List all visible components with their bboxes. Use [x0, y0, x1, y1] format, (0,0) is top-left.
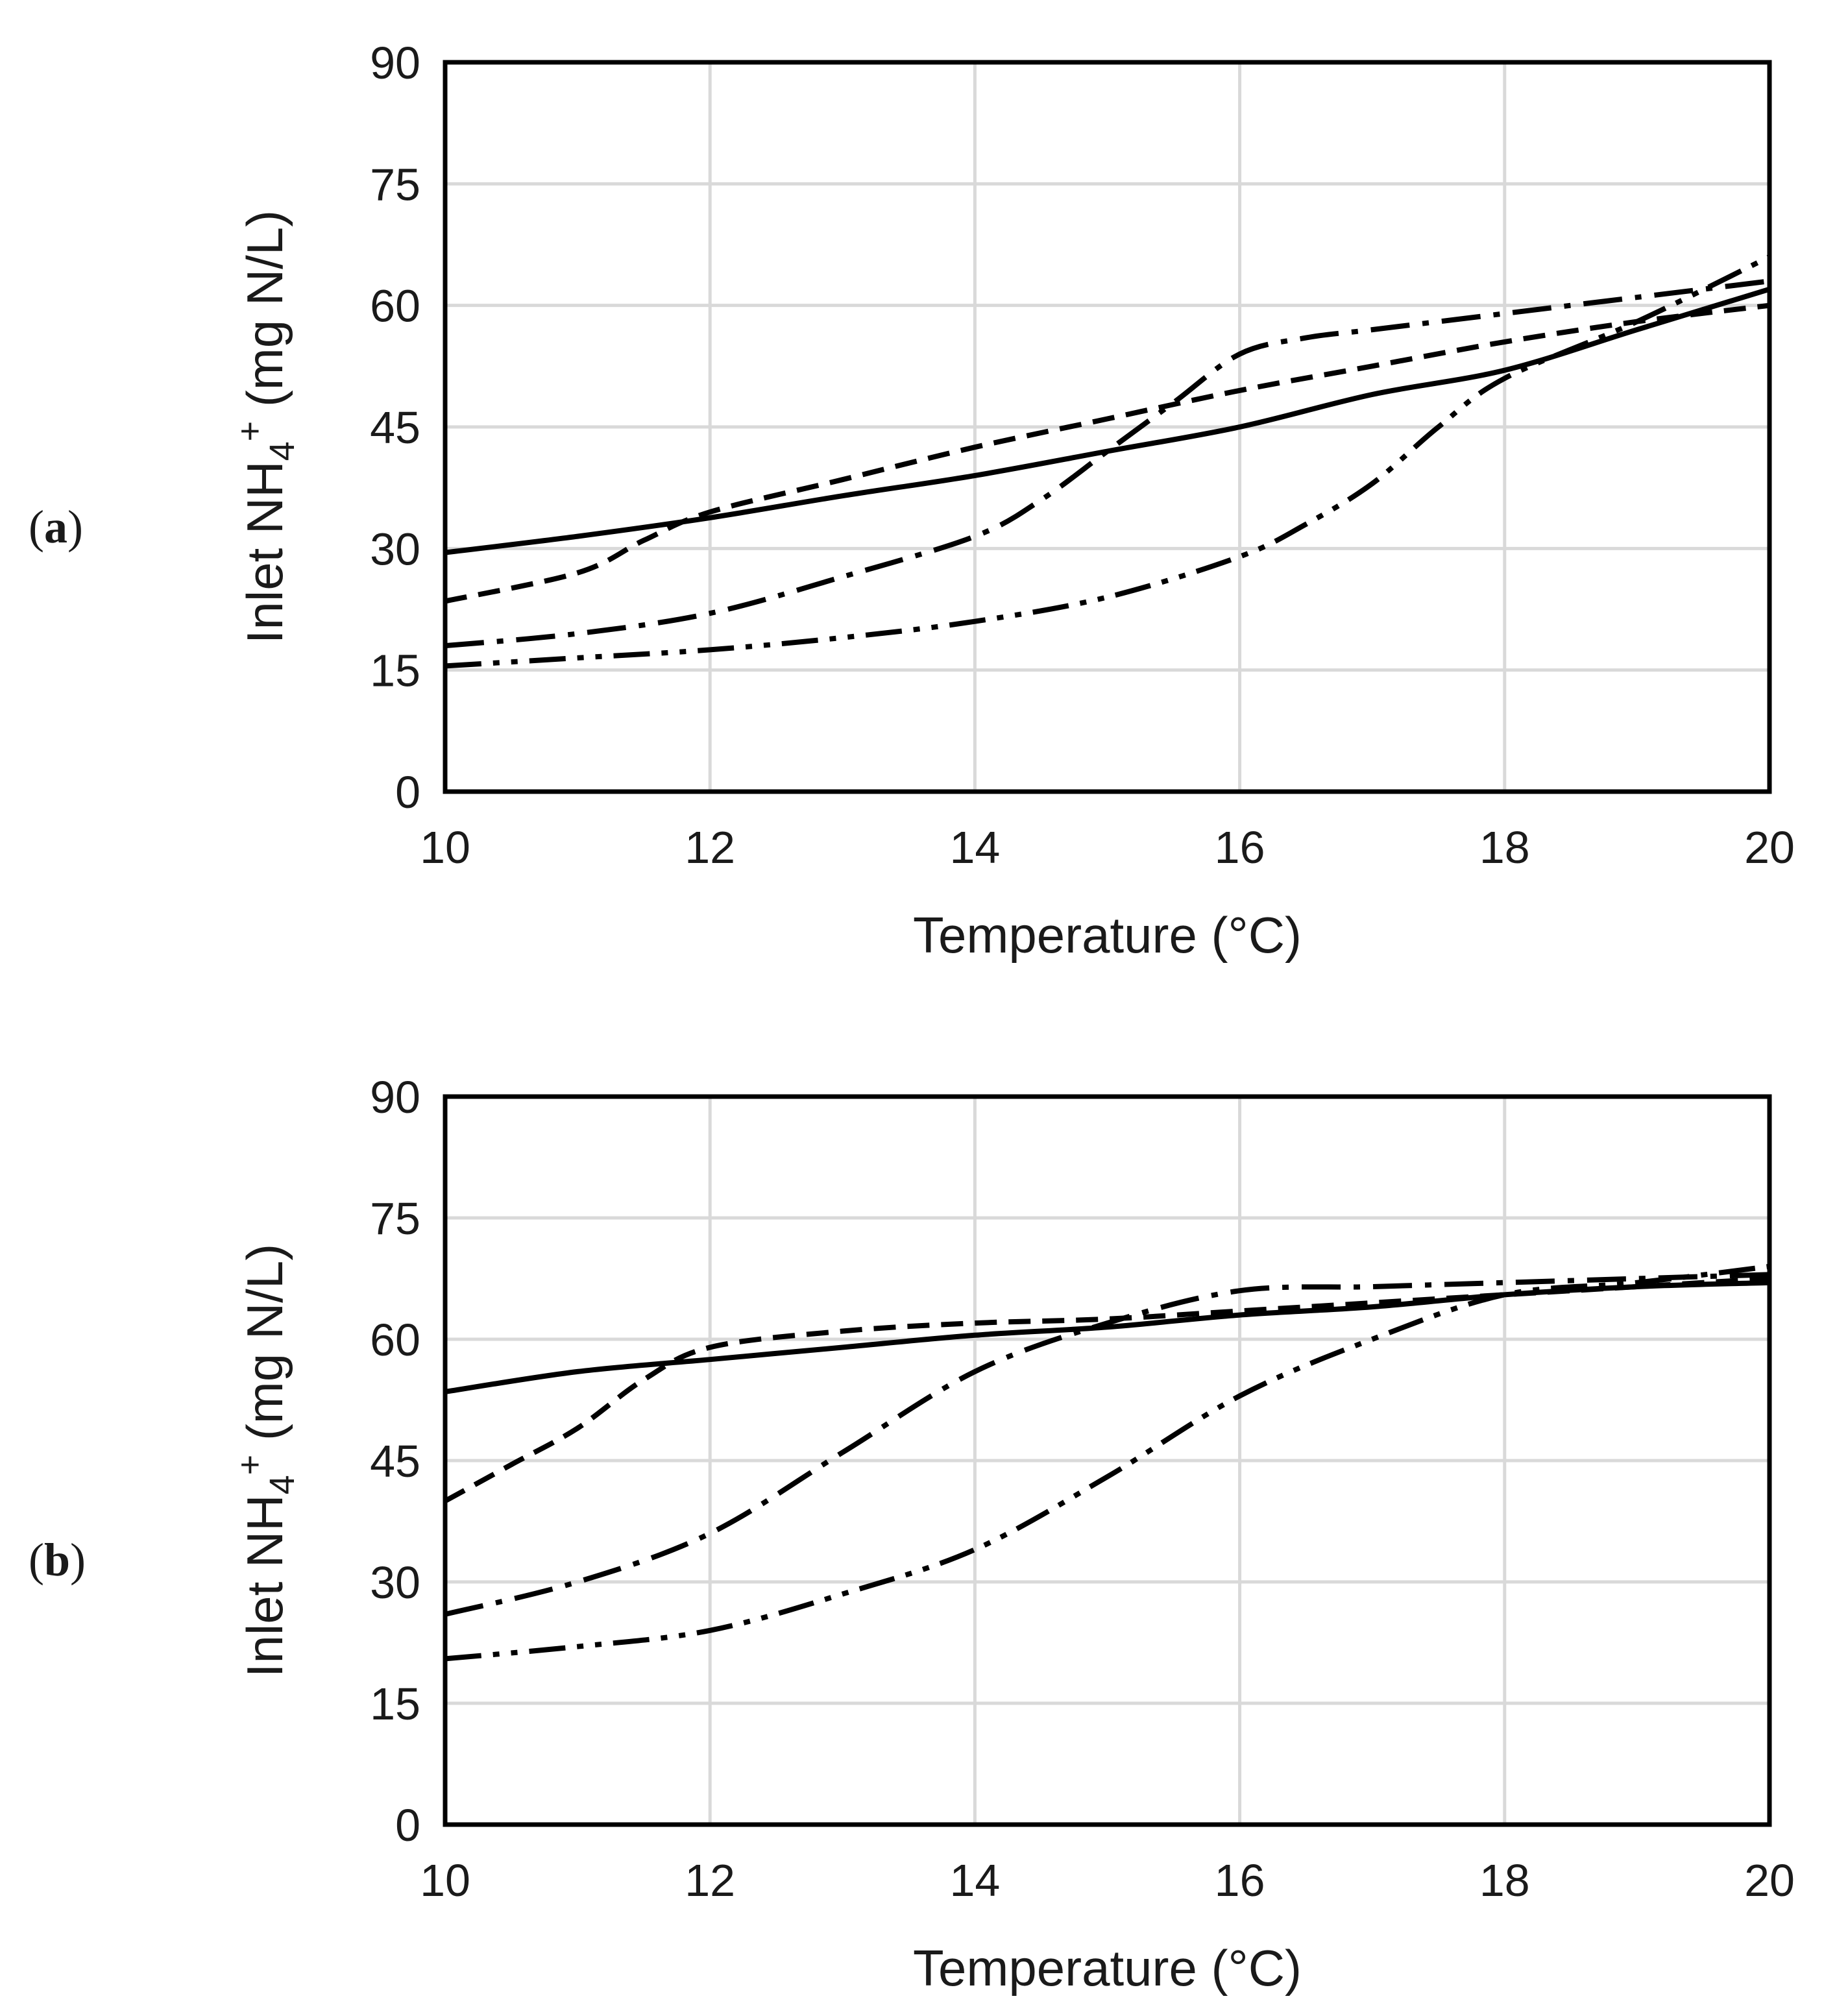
- x-axis-title: Temperature (°C): [913, 1939, 1302, 1997]
- x-axis-title: Temperature (°C): [913, 906, 1302, 964]
- y-tick-label-30: 30: [370, 524, 420, 574]
- x-tick-label-10: 10: [420, 1855, 470, 1906]
- panel-label-letter: a: [44, 501, 67, 553]
- plot-frame: [443, 1094, 1772, 1827]
- y-axis-title-group: Inlet NH4+ (mg N/L): [230, 210, 302, 644]
- series-line-dash-dot-dot: [445, 1263, 1769, 1662]
- y-axis-title-subscript: 4: [263, 1475, 302, 1494]
- x-tick-label-14: 14: [949, 1855, 1000, 1906]
- y-axis-title-suffix: (mg N/L): [236, 210, 293, 421]
- y-axis-title-subscript: 4: [263, 441, 302, 461]
- y-axis-title-suffix: (mg N/L): [236, 1244, 293, 1455]
- series-line-long-dash-dot: [445, 278, 1769, 649]
- y-tick-label-90: 90: [370, 1072, 420, 1123]
- x-tick-label-20: 20: [1744, 1855, 1795, 1906]
- y-tick-label-75: 75: [370, 159, 420, 210]
- series-line-dash-dot-dot: [445, 254, 1769, 669]
- y-axis-title-superscript: +: [230, 421, 269, 442]
- y-axis-title-superscript: +: [230, 1455, 269, 1476]
- chart-panel-b: 0 15 30 45 60 75 90 10 12 14 16 18 20 Temperature (°C…: [29, 1072, 1795, 1997]
- y-tick-label-45: 45: [370, 1436, 420, 1487]
- y-tick-label-0: 0: [395, 767, 420, 818]
- y-tick-label-15: 15: [370, 1679, 420, 1729]
- panel-label-close-paren: ): [70, 1534, 86, 1586]
- y-tick-label-90: 90: [370, 38, 420, 88]
- y-tick-label-45: 45: [370, 402, 420, 453]
- x-tick-label-16: 16: [1215, 822, 1265, 873]
- series-line-solid: [445, 286, 1769, 555]
- x-tick-label-14: 14: [949, 822, 1000, 873]
- panel-label-b: (b): [29, 1534, 86, 1586]
- y-tick-label-75: 75: [370, 1193, 420, 1244]
- x-tick-label-18: 18: [1479, 1855, 1530, 1906]
- panel-label-close-paren: ): [67, 501, 83, 553]
- panel-label-letter: b: [44, 1534, 70, 1586]
- y-tick-label-15: 15: [370, 646, 420, 696]
- panel-label-a: (a): [29, 501, 83, 553]
- x-tick-label-10: 10: [420, 822, 470, 873]
- series-line-long-dash-dot: [445, 1272, 1769, 1617]
- plot-frame: [443, 60, 1772, 794]
- x-tick-label-12: 12: [685, 822, 735, 873]
- y-tick-label-0: 0: [395, 1800, 420, 1851]
- y-tick-label-60: 60: [370, 281, 420, 332]
- series-line-short-dash: [445, 302, 1769, 604]
- panel-label-open-paren: (: [29, 1534, 44, 1586]
- x-tick-label-12: 12: [685, 1855, 735, 1906]
- y-axis-title: Inlet NH4+ (mg N/L): [230, 210, 302, 644]
- y-tick-label-60: 60: [370, 1315, 420, 1365]
- series-line-solid: [445, 1280, 1769, 1394]
- y-axis-title: Inlet NH4+ (mg N/L): [230, 1244, 302, 1677]
- chart-panel-a: 0 15 30 45 60 75 90 10 12 14 16 18 20 Temperature (°C…: [29, 38, 1795, 964]
- y-tick-label-30: 30: [370, 1557, 420, 1608]
- x-tick-label-20: 20: [1744, 822, 1795, 873]
- y-axis-title-prefix: Inlet NH: [236, 461, 293, 644]
- y-axis-title-prefix: Inlet NH: [236, 1494, 293, 1677]
- y-axis-title-group: Inlet NH4+ (mg N/L): [230, 1244, 302, 1677]
- x-tick-label-16: 16: [1215, 1855, 1265, 1906]
- panel-label-open-paren: (: [29, 501, 44, 553]
- series-line-short-dash: [445, 1276, 1769, 1503]
- x-tick-label-18: 18: [1479, 822, 1530, 873]
